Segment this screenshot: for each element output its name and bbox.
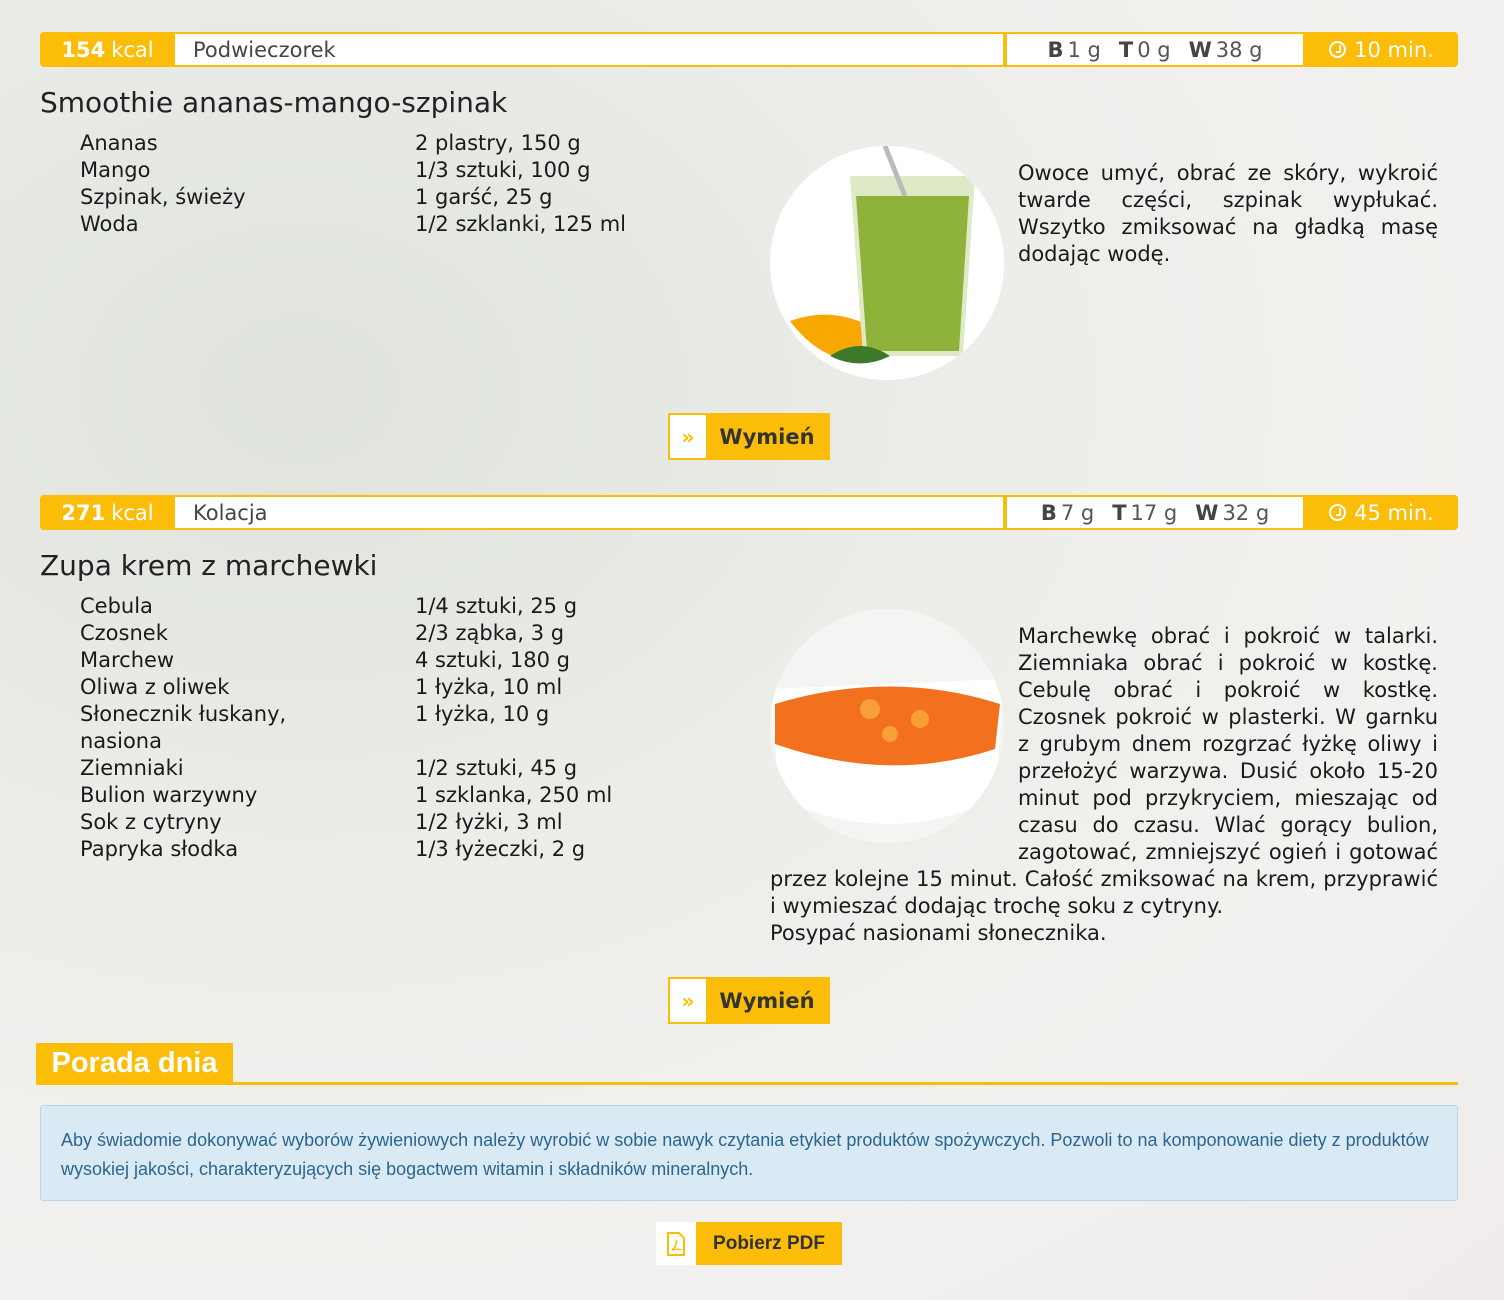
recipe-title: Smoothie ananas-mango-szpinak — [40, 86, 508, 119]
ingredient-name: Ananas — [80, 131, 158, 155]
ingredient-row: Ananas 2 plastry, 150 g — [80, 130, 680, 157]
macro-T: T 17 g — [1112, 500, 1178, 525]
ingredients-list: Ananas 2 plastry, 150 g Mango 1/3 sztuki, 1… — [80, 130, 680, 238]
ingredient-name: Sok z cytryny — [80, 810, 222, 834]
tip-tab: Porada dnia — [36, 1043, 233, 1084]
ingredient-amount: 1/3 sztuki, 100 g — [415, 158, 591, 182]
ingredient-name: Marchew — [80, 648, 175, 672]
ingredient-row: Mango 1/3 sztuki, 100 g — [80, 157, 680, 184]
ingredient-row: Szpinak, świeży 1 garść, 25 g — [80, 184, 680, 211]
ingredient-name: Oliwa z oliwek — [80, 675, 230, 699]
meal-category: Kolacja — [175, 495, 1005, 530]
ingredient-row: Oliwa z oliwek 1 łyżka, 10 ml — [80, 674, 680, 701]
ingredient-name: Mango — [80, 158, 151, 182]
ingredients-list: Cebula 1/4 sztuki, 25 g Czosnek 2/3 ząbka, … — [80, 593, 680, 863]
ingredient-name: Bulion warzywny — [80, 783, 258, 807]
ingredient-row: Słonecznik łuskany, nasiona 1 łyżka, 10 g — [80, 701, 680, 755]
ingredient-row: Woda 1/2 szklanki, 125 ml — [80, 211, 680, 238]
recipe-image — [770, 146, 1004, 380]
ingredient-name: Papryka słodka — [80, 837, 239, 861]
ingredient-amount: 1/2 łyżki, 3 ml — [415, 810, 563, 834]
recipe-image — [770, 609, 1004, 843]
download-pdf-label: Pobierz PDF — [713, 1232, 825, 1254]
clock-icon — [1329, 41, 1347, 58]
ingredient-amount: 1/2 szklanki, 125 ml — [415, 212, 627, 236]
ingredient-name: Szpinak, świeży — [80, 185, 246, 209]
ingredient-row: Czosnek 2/3 ząbka, 3 g — [80, 620, 680, 647]
ingredient-row: Bulion warzywny 1 szklanka, 250 ml — [80, 782, 680, 809]
ingredient-name: Cebula — [80, 594, 153, 618]
macro-W: W 38 g — [1188, 37, 1263, 62]
ingredient-name: Woda — [80, 212, 139, 236]
ingredient-row: Papryka słodka 1/3 łyżeczki, 2 g — [80, 836, 680, 863]
ingredient-name: Słonecznik łuskany, nasiona — [80, 702, 287, 753]
divider — [36, 1082, 1458, 1085]
ingredient-row: Sok z cytryny 1/2 łyżki, 3 ml — [80, 809, 680, 836]
double-chevron-right-icon: » — [670, 979, 706, 1022]
ingredient-name: Ziemniaki — [80, 756, 184, 780]
prep-time: 10 min. — [1305, 32, 1458, 67]
kcal-badge: 271 kcal — [40, 495, 175, 530]
ingredient-amount: 1 łyżka, 10 g — [415, 702, 550, 726]
clock-icon — [1329, 504, 1347, 521]
ingredient-amount: 2 plastry, 150 g — [415, 131, 581, 155]
download-pdf-button[interactable]: Pobierz PDF — [656, 1222, 842, 1265]
swap-button[interactable]: » Wymień — [668, 977, 830, 1024]
prep-time: 45 min. — [1305, 495, 1458, 530]
ingredient-amount: 4 sztuki, 180 g — [415, 648, 570, 672]
ingredient-row: Ziemniaki 1/2 sztuki, 45 g — [80, 755, 680, 782]
ingredient-amount: 1 szklanka, 250 ml — [415, 783, 613, 807]
ingredient-amount: 1/3 łyżeczki, 2 g — [415, 837, 586, 861]
recipe-description: Owoce umyć, obrać ze skóry, wykroić twar… — [770, 146, 1438, 380]
pdf-icon — [656, 1222, 696, 1265]
kcal-badge: 154 kcal — [40, 32, 175, 67]
ingredient-name: Czosnek — [80, 621, 168, 645]
meal-category: Podwieczorek — [175, 32, 1005, 67]
tip-box: Aby świadomie dokonywać wyborów żywienio… — [40, 1105, 1458, 1201]
ingredient-amount: 1 łyżka, 10 ml — [415, 675, 563, 699]
ingredient-row: Marchew 4 sztuki, 180 g — [80, 647, 680, 674]
ingredient-amount: 2/3 ząbka, 3 g — [415, 621, 565, 645]
recipe-title: Zupa krem z marchewki — [40, 549, 378, 582]
ingredient-amount: 1 garść, 25 g — [415, 185, 553, 209]
description-extra: Posypać nasionami słonecznika. — [770, 921, 1107, 945]
swap-button[interactable]: » Wymień — [668, 413, 830, 460]
ingredient-row: Cebula 1/4 sztuki, 25 g — [80, 593, 680, 620]
macro-W: W 32 g — [1195, 500, 1270, 525]
double-chevron-right-icon: » — [670, 415, 706, 458]
recipe-description: Marchewkę obrać i pokroić w talarki. Zie… — [770, 609, 1438, 947]
ingredient-amount: 1/4 sztuki, 25 g — [415, 594, 578, 618]
ingredient-amount: 1/2 sztuki, 45 g — [415, 756, 578, 780]
